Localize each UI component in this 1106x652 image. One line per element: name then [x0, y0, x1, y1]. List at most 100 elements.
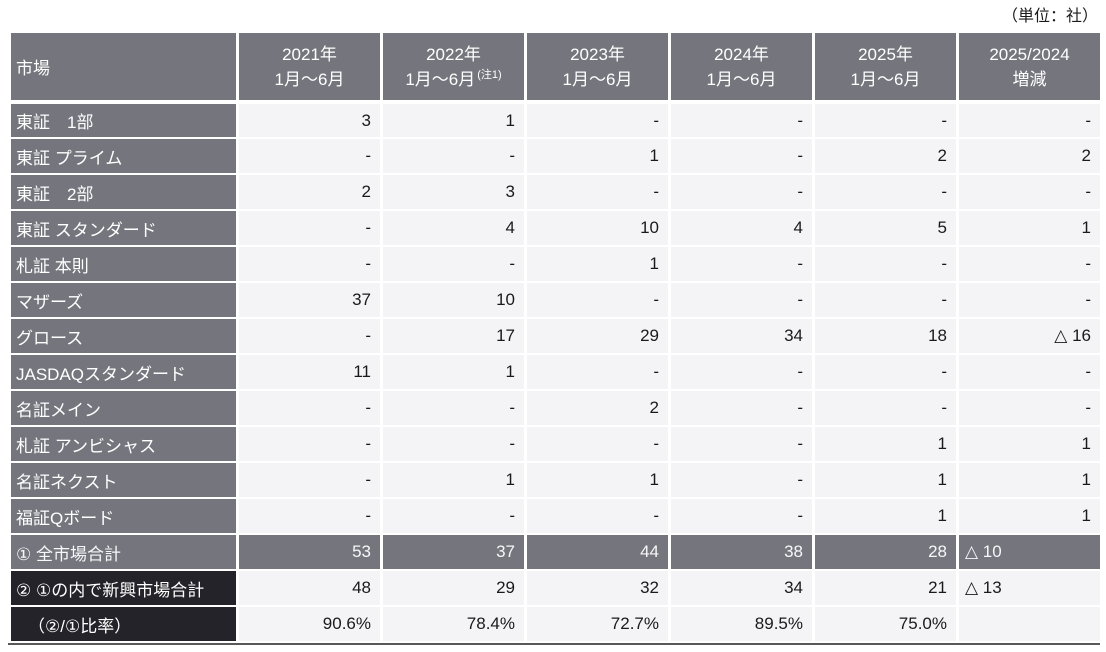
value-cell: 90.6% — [236, 605, 383, 643]
diff-cell — [956, 605, 1103, 643]
value-cell: - — [668, 389, 815, 427]
column-header-period-text: 1月～6月 — [850, 69, 921, 89]
value-cell: - — [236, 461, 383, 499]
value-cell: - — [668, 281, 815, 319]
value-cell: - — [668, 137, 815, 175]
table-row: 東証 1部 3 1- - - - — [8, 101, 1103, 139]
value-cell: 38 — [668, 533, 815, 571]
column-header: 2022年 1月～6月 (注1) — [380, 31, 527, 104]
table-row: ② ①の内で新興市場合計 48 29 32 34 21 △ 13 — [8, 569, 1103, 607]
value-cell: 4 — [668, 209, 815, 247]
value-cell: 21 — [812, 569, 959, 607]
value-cell: 29 — [524, 317, 671, 355]
value-cell: - — [380, 389, 527, 427]
table-row: JASDAQスタンダード 11 1- - - - — [8, 353, 1103, 391]
value-cell: - — [668, 101, 815, 139]
row-label: グロース — [8, 317, 239, 355]
column-header-year: 2025年 — [858, 44, 913, 64]
column-header-period: 1月～6月 — [817, 67, 955, 92]
value-cell: 75.0% — [812, 605, 959, 643]
value-cell: - — [668, 353, 815, 391]
value-cell: - — [524, 353, 671, 391]
value-cell: - — [668, 173, 815, 211]
value-cell: - — [236, 497, 383, 535]
diff-cell: △ 16 — [956, 317, 1103, 355]
value-cell: 1 — [524, 137, 671, 175]
value-cell: 2 — [236, 173, 383, 211]
value-cell: - — [380, 137, 527, 175]
market-column-header: 市場 — [8, 31, 239, 104]
table-row: 札証 アンビシャス - - - -1 1 — [8, 425, 1103, 463]
value-cell: 3 — [236, 101, 383, 139]
column-header-year: 2024年 — [714, 44, 769, 64]
value-cell: - — [812, 389, 959, 427]
diff-cell: - — [956, 101, 1103, 139]
diff-cell: 2 — [956, 137, 1103, 175]
value-cell: 37 — [236, 281, 383, 319]
header-footnote-marker: (注1) — [477, 68, 502, 81]
column-header-period: 1月～6月 — [529, 67, 667, 92]
column-header: 2024年 1月～6月 — [668, 31, 815, 104]
value-cell: - — [668, 461, 815, 499]
table-bottom-rule — [8, 643, 1100, 645]
row-label: 東証 プライム — [8, 137, 239, 175]
value-cell: 72.7% — [524, 605, 671, 643]
value-cell: - — [236, 425, 383, 463]
value-cell: 17 — [380, 317, 527, 355]
value-cell: - — [668, 245, 815, 283]
value-cell: - — [524, 281, 671, 319]
column-header: 2025/2024 増減 — [956, 31, 1103, 104]
value-cell: 1 — [812, 497, 959, 535]
row-label: 東証 1部 — [8, 101, 239, 139]
value-cell: 1 — [812, 425, 959, 463]
value-cell: - — [236, 245, 383, 283]
row-label: ① 全市場合計 — [8, 533, 239, 571]
value-cell: 28 — [812, 533, 959, 571]
row-label: ② ①の内で新興市場合計 — [8, 569, 239, 607]
value-cell: - — [524, 497, 671, 535]
column-header: 2021年 1月～6月 — [236, 31, 383, 104]
unit-note: （単位：社） — [1001, 8, 1098, 25]
column-header-year: 2023年 — [570, 44, 625, 64]
value-cell: - — [524, 101, 671, 139]
value-cell: - — [236, 389, 383, 427]
value-cell: - — [812, 353, 959, 391]
diff-cell: - — [956, 353, 1103, 391]
diff-cell: 1 — [956, 497, 1103, 535]
value-cell: 3 — [380, 173, 527, 211]
table-row: 札証 本則 - -1- - - — [8, 245, 1103, 283]
value-cell: 5 — [812, 209, 959, 247]
table-row: 東証 プライム - -1-2 2 — [8, 137, 1103, 175]
diff-cell: 1 — [956, 425, 1103, 463]
value-cell: - — [380, 245, 527, 283]
value-cell: 34 — [668, 569, 815, 607]
value-cell: 1 — [524, 245, 671, 283]
value-cell: - — [812, 245, 959, 283]
row-label: JASDAQスタンダード — [8, 353, 239, 391]
value-cell: 1 — [812, 461, 959, 499]
ipo-market-table: 市場 2021年 1月～6月 2022年 1月～6月 (注1) 2023年 1月～6月 202… — [8, 31, 1103, 643]
diff-cell: - — [956, 245, 1103, 283]
column-header-period: 1月～6月 — [673, 67, 811, 92]
value-cell: 78.4% — [380, 605, 527, 643]
column-header-year: 2021年 — [282, 44, 337, 64]
diff-cell: 1 — [956, 461, 1103, 499]
column-header-period-text: 1月～6月 — [562, 69, 633, 89]
value-cell: - — [380, 425, 527, 463]
row-label: （②/①比率） — [8, 605, 239, 643]
row-label: 福証Qボード — [8, 497, 239, 535]
ipo-table-wrap: 市場 2021年 1月～6月 2022年 1月～6月 (注1) 2023年 1月～6月 202… — [8, 31, 1103, 645]
row-label: マザーズ — [8, 281, 239, 319]
column-header-period: 1月～6月 (注1) — [385, 67, 523, 92]
column-header-period: 1月～6月 — [241, 67, 379, 92]
column-header-year: 2025/2024 — [989, 44, 1070, 64]
column-header: 2025年 1月～6月 — [812, 31, 959, 104]
diff-cell: △ 13 — [956, 569, 1103, 607]
table-row: 東証 2部 2 3- - - - — [8, 173, 1103, 211]
diff-cell: △ 10 — [956, 533, 1103, 571]
row-label: 東証 スタンダード — [8, 209, 239, 247]
value-cell: - — [812, 281, 959, 319]
value-cell: 1 — [524, 461, 671, 499]
value-cell: 32 — [524, 569, 671, 607]
